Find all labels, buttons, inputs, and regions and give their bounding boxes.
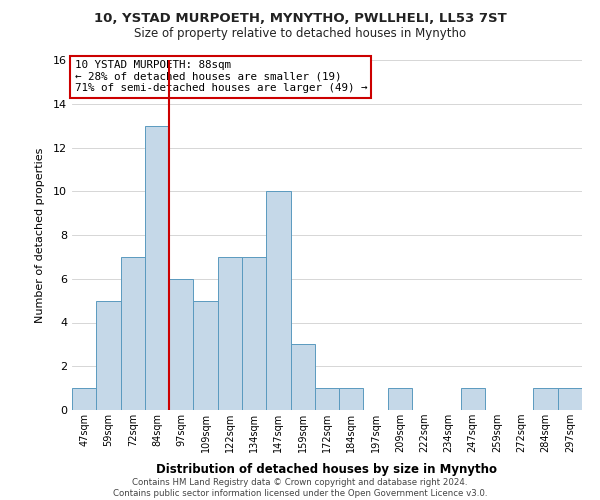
Bar (242, 257, 266, 410)
Bar (290, 344, 315, 410)
Bar (558, 388, 582, 410)
Bar (169, 279, 193, 410)
Bar (315, 388, 339, 410)
Bar (461, 388, 485, 410)
Bar (145, 126, 169, 410)
Text: Size of property relative to detached houses in Mynytho: Size of property relative to detached ho… (134, 28, 466, 40)
Y-axis label: Number of detached properties: Number of detached properties (35, 148, 44, 322)
Bar (388, 388, 412, 410)
Bar (72, 388, 96, 410)
Bar (121, 257, 145, 410)
Bar (96, 300, 121, 410)
Text: 10, YSTAD MURPOETH, MYNYTHO, PWLLHELI, LL53 7ST: 10, YSTAD MURPOETH, MYNYTHO, PWLLHELI, L… (94, 12, 506, 26)
Bar (218, 257, 242, 410)
Bar (193, 300, 218, 410)
Text: Contains HM Land Registry data © Crown copyright and database right 2024.
Contai: Contains HM Land Registry data © Crown c… (113, 478, 487, 498)
Bar (533, 388, 558, 410)
Bar (266, 191, 290, 410)
X-axis label: Distribution of detached houses by size in Mynytho: Distribution of detached houses by size … (157, 464, 497, 476)
Bar (339, 388, 364, 410)
Text: 10 YSTAD MURPOETH: 88sqm
← 28% of detached houses are smaller (19)
71% of semi-d: 10 YSTAD MURPOETH: 88sqm ← 28% of detach… (74, 60, 367, 93)
